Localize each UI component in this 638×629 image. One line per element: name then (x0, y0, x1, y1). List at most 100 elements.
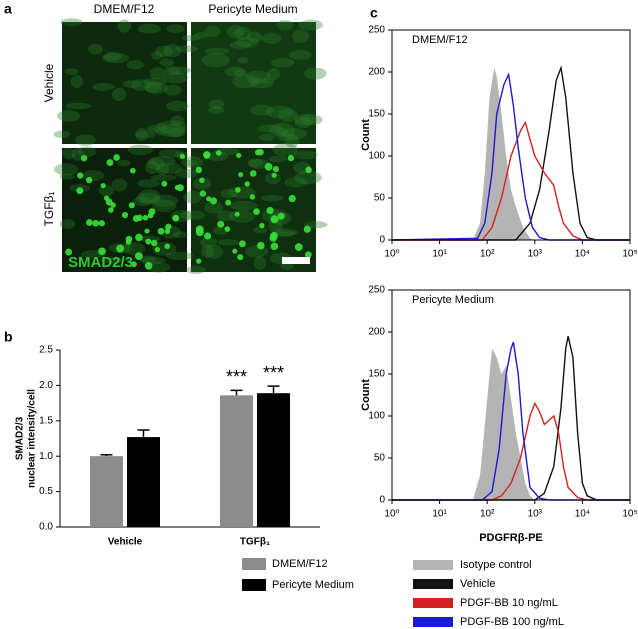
row-label: Vehicle (42, 63, 56, 102)
nucleus (257, 148, 264, 156)
nucleus (136, 214, 143, 221)
cell-texture (268, 219, 283, 234)
nucleus (85, 219, 93, 226)
y-tick-label: 50 (374, 453, 386, 464)
cell-texture (294, 113, 317, 126)
cell-texture (277, 133, 298, 142)
nucleus (176, 184, 184, 192)
cell-texture (204, 201, 224, 214)
nucleus (264, 162, 273, 171)
legend-label: DMEM/F12 (272, 558, 328, 570)
cell-texture (284, 134, 300, 148)
cell-texture (229, 40, 252, 49)
nucleus (294, 243, 303, 251)
cell-texture (151, 51, 164, 60)
nucleus (150, 239, 158, 247)
cell-texture (204, 25, 221, 38)
column-label: Pericyte Medium (208, 2, 297, 16)
panel-label: c (370, 5, 378, 21)
nucleus (164, 228, 171, 235)
y-tick-label: 1.5 (39, 415, 53, 426)
cell-texture (183, 191, 202, 204)
cell-texture (111, 178, 128, 192)
nucleus (244, 181, 250, 187)
y-tick-label: 0 (379, 235, 385, 246)
y-tick-label: 100 (368, 151, 385, 162)
nucleus (135, 233, 143, 242)
legend-label: Pericyte Medium (272, 579, 354, 591)
x-axis-label: PDGFRβ-PE (479, 532, 543, 544)
cell-texture (245, 70, 271, 82)
cell-texture (265, 105, 294, 119)
x-tick-label: 10⁰ (384, 509, 399, 520)
cell-texture (236, 57, 249, 64)
cell-texture (228, 209, 255, 223)
cell-texture (280, 127, 308, 140)
nucleus (235, 187, 241, 193)
nucleus (305, 251, 312, 259)
cell-texture (205, 244, 223, 259)
nucleus (288, 194, 296, 203)
legend-label: PDGF-BB 10 ng/mL (460, 597, 558, 609)
cell-texture (201, 53, 230, 68)
nucleus (270, 215, 279, 224)
cell-texture (140, 256, 166, 265)
cell-texture (300, 114, 323, 126)
x-tick-label: 10² (480, 249, 495, 260)
nucleus (236, 152, 242, 159)
panel-label: b (4, 329, 13, 345)
cell-texture (149, 67, 166, 80)
cell-texture (276, 20, 294, 31)
cell-texture (186, 265, 206, 275)
nucleus (164, 243, 171, 250)
legend-label: Vehicle (460, 578, 495, 590)
nucleus (266, 206, 274, 215)
cell-texture (175, 45, 198, 53)
cell-texture (149, 155, 176, 166)
cell-texture (180, 210, 206, 220)
cell-texture (103, 51, 122, 62)
nucleus (259, 222, 265, 229)
cell-texture (159, 124, 186, 138)
cell-texture (99, 257, 125, 264)
nucleus (65, 248, 73, 256)
cell-texture (264, 172, 281, 185)
nucleus (256, 241, 265, 250)
cell-texture (234, 68, 248, 77)
y-tick-label: 200 (368, 67, 385, 78)
cell-texture (154, 122, 169, 136)
nucleus (108, 207, 114, 213)
cell-texture (216, 210, 235, 222)
nucleus (270, 242, 279, 251)
y-tick-label: 2.0 (39, 380, 53, 391)
cell-texture (157, 162, 183, 174)
cell-texture (224, 66, 245, 77)
cell-texture (229, 200, 258, 211)
nucleus (157, 227, 165, 235)
cell-texture (60, 18, 83, 27)
legend-swatch (242, 579, 266, 591)
significance: *** (226, 367, 247, 387)
bar (220, 395, 253, 527)
cell-texture (184, 159, 198, 167)
cell-texture (246, 77, 275, 84)
cell-texture (303, 67, 327, 80)
nucleus (305, 166, 312, 174)
nucleus (98, 247, 106, 256)
nucleus (195, 166, 203, 174)
cell-texture (204, 47, 230, 55)
y-tick-label: 100 (368, 411, 385, 422)
y-tick-label: 150 (368, 109, 385, 120)
cell-texture (56, 110, 81, 122)
y-axis-label: SMAD2/3 (15, 416, 26, 460)
y-tick-label: 150 (368, 369, 385, 380)
cell-texture (266, 68, 281, 81)
nucleus (277, 212, 285, 220)
plot-frame (391, 289, 631, 501)
nucleus (271, 172, 277, 178)
cell-texture (165, 251, 194, 260)
x-tick-label: 10⁵ (622, 249, 637, 260)
nucleus (165, 223, 172, 230)
cell-texture (217, 239, 239, 246)
nucleus (238, 172, 244, 178)
